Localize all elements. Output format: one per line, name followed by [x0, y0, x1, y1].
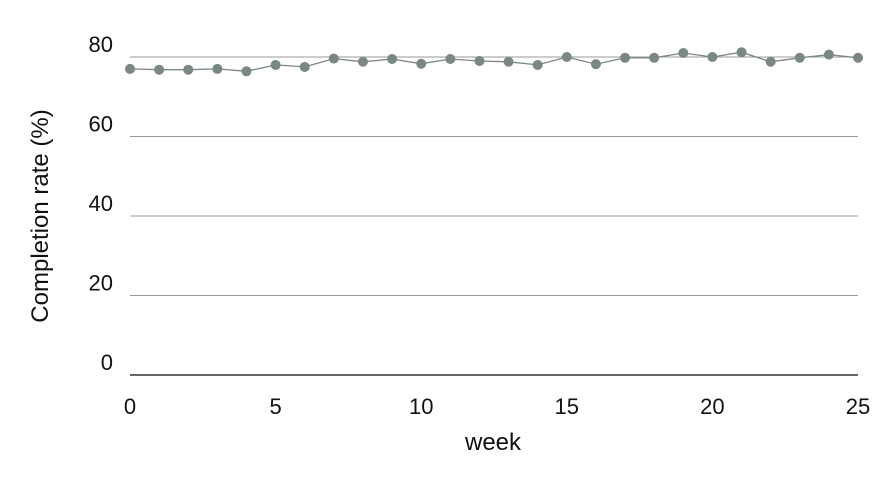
x-tick-label: 0	[124, 394, 136, 419]
data-point	[620, 52, 631, 63]
data-point	[590, 59, 601, 70]
data-point	[387, 53, 398, 64]
x-tick-label: 10	[409, 394, 433, 419]
data-point	[532, 59, 543, 70]
data-point	[154, 64, 165, 75]
x-tick-label: 15	[555, 394, 579, 419]
y-tick-label: 80	[89, 32, 113, 57]
y-tick-labels: 0 20 40 60 80	[89, 32, 113, 375]
data-point	[241, 66, 252, 77]
y-tick-label: 20	[89, 271, 113, 296]
data-point	[765, 56, 776, 67]
data-point	[794, 52, 805, 63]
data-point	[649, 52, 660, 63]
data-point	[707, 52, 718, 62]
x-tick-label: 25	[846, 394, 870, 419]
series-completion-rate	[125, 47, 863, 77]
y-axis-title: Completion rate (%)	[27, 109, 54, 322]
data-point	[357, 56, 368, 67]
data-point	[212, 63, 223, 74]
data-point	[678, 48, 689, 59]
data-point	[445, 53, 456, 64]
data-point	[503, 56, 514, 67]
y-tick-label: 0	[101, 350, 113, 375]
data-point	[416, 58, 427, 69]
y-tick-label: 60	[89, 112, 113, 137]
data-point	[183, 64, 194, 75]
grid-lines	[130, 56, 858, 376]
data-point	[299, 61, 310, 72]
y-tick-label: 40	[89, 191, 113, 216]
data-point	[561, 52, 572, 62]
x-tick-label: 20	[700, 394, 724, 419]
data-point	[125, 63, 135, 74]
x-tick-label: 5	[269, 394, 281, 419]
data-point	[474, 55, 485, 66]
data-point	[823, 49, 834, 60]
data-point	[853, 52, 863, 63]
x-tick-labels: 0 5 10 15 20 25	[124, 394, 870, 419]
series-line	[129, 51, 859, 72]
data-point	[328, 53, 339, 64]
data-point	[270, 59, 281, 70]
x-axis-title: week	[464, 429, 522, 456]
data-point	[736, 47, 747, 58]
